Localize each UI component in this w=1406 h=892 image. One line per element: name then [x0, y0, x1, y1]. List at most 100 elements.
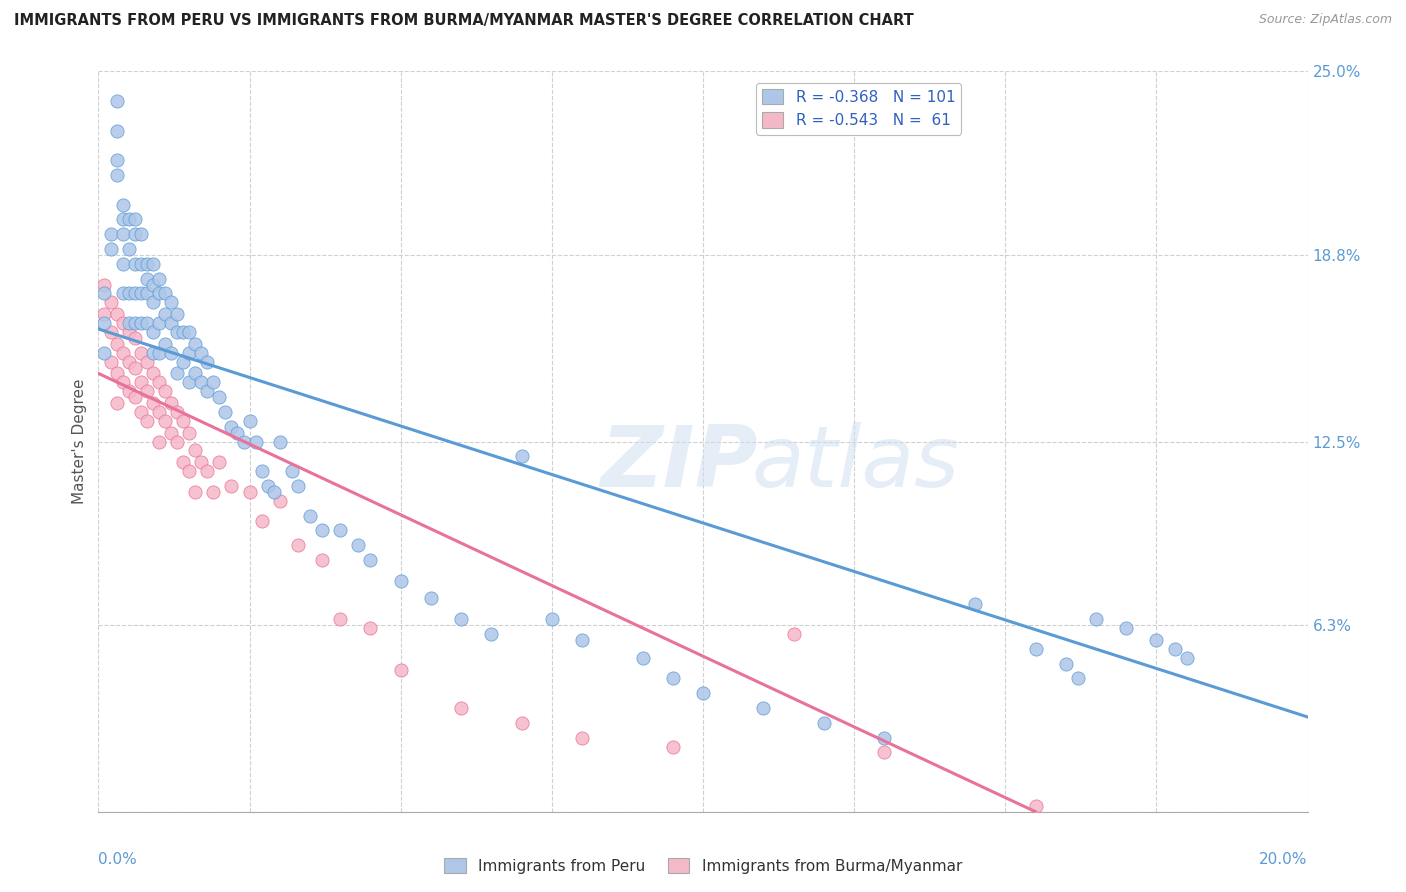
Text: Source: ZipAtlas.com: Source: ZipAtlas.com	[1258, 13, 1392, 27]
Point	[135, 354, 157, 368]
Point	[450, 612, 472, 626]
Point	[226, 425, 249, 440]
Point	[221, 419, 243, 434]
Y-axis label: Master's Degree: Master's Degree	[72, 379, 87, 504]
Point	[250, 464, 273, 478]
Point	[965, 598, 987, 612]
Point	[100, 354, 122, 368]
Point	[142, 396, 165, 410]
Point	[783, 627, 806, 641]
Point	[540, 612, 562, 626]
Point	[111, 227, 134, 242]
Point	[124, 227, 146, 242]
Legend: Immigrants from Peru, Immigrants from Burma/Myanmar: Immigrants from Peru, Immigrants from Bu…	[439, 852, 967, 880]
Point	[166, 307, 188, 321]
Point	[111, 345, 134, 359]
Point	[287, 538, 309, 552]
Point	[1054, 657, 1077, 671]
Point	[135, 271, 157, 285]
Text: 20.0%: 20.0%	[1260, 853, 1308, 867]
Point	[142, 345, 165, 359]
Point	[160, 345, 183, 359]
Point	[184, 443, 207, 458]
Text: IMMIGRANTS FROM PERU VS IMMIGRANTS FROM BURMA/MYANMAR MASTER'S DEGREE CORRELATIO: IMMIGRANTS FROM PERU VS IMMIGRANTS FROM …	[14, 13, 914, 29]
Point	[166, 434, 188, 449]
Point	[118, 242, 141, 256]
Point	[195, 384, 218, 399]
Point	[153, 384, 176, 399]
Point	[160, 396, 183, 410]
Point	[100, 295, 122, 310]
Point	[93, 316, 115, 330]
Point	[105, 123, 128, 137]
Point	[389, 663, 412, 677]
Point	[105, 94, 128, 108]
Point	[105, 153, 128, 168]
Point	[172, 455, 194, 469]
Point	[142, 295, 165, 310]
Point	[93, 277, 115, 292]
Point	[190, 455, 212, 469]
Point	[202, 484, 225, 499]
Point	[281, 464, 304, 478]
Text: 0.0%: 0.0%	[98, 853, 138, 867]
Point	[105, 168, 128, 182]
Point	[172, 414, 194, 428]
Point	[1024, 641, 1046, 656]
Point	[129, 227, 152, 242]
Point	[100, 227, 122, 242]
Point	[179, 345, 201, 359]
Point	[179, 425, 201, 440]
Point	[179, 464, 201, 478]
Point	[873, 746, 896, 760]
Point	[111, 212, 134, 227]
Point	[172, 354, 194, 368]
Point	[510, 450, 533, 464]
Text: ZIP: ZIP	[600, 422, 758, 505]
Point	[148, 345, 170, 359]
Point	[202, 376, 225, 390]
Point	[1163, 641, 1185, 656]
Point	[360, 553, 382, 567]
Point	[752, 701, 775, 715]
Point	[360, 621, 382, 635]
Point	[148, 316, 170, 330]
Point	[1115, 621, 1137, 635]
Point	[148, 286, 170, 301]
Point	[311, 553, 333, 567]
Point	[571, 731, 593, 745]
Point	[208, 390, 231, 404]
Point	[166, 367, 188, 381]
Point	[142, 257, 165, 271]
Point	[481, 627, 503, 641]
Point	[311, 524, 333, 538]
Point	[142, 367, 165, 381]
Point	[160, 316, 183, 330]
Point	[135, 286, 157, 301]
Point	[135, 316, 157, 330]
Point	[166, 325, 188, 339]
Point	[160, 295, 183, 310]
Point	[129, 257, 152, 271]
Point	[148, 376, 170, 390]
Point	[118, 325, 141, 339]
Point	[195, 354, 218, 368]
Point	[105, 336, 128, 351]
Point	[148, 271, 170, 285]
Point	[166, 405, 188, 419]
Point	[129, 286, 152, 301]
Point	[153, 414, 176, 428]
Point	[100, 242, 122, 256]
Point	[239, 414, 262, 428]
Point	[1144, 632, 1167, 647]
Point	[450, 701, 472, 715]
Point	[153, 307, 176, 321]
Point	[124, 360, 146, 375]
Point	[269, 434, 291, 449]
Point	[124, 286, 146, 301]
Point	[118, 384, 141, 399]
Point	[299, 508, 322, 523]
Point	[135, 257, 157, 271]
Point	[93, 286, 115, 301]
Point	[135, 384, 157, 399]
